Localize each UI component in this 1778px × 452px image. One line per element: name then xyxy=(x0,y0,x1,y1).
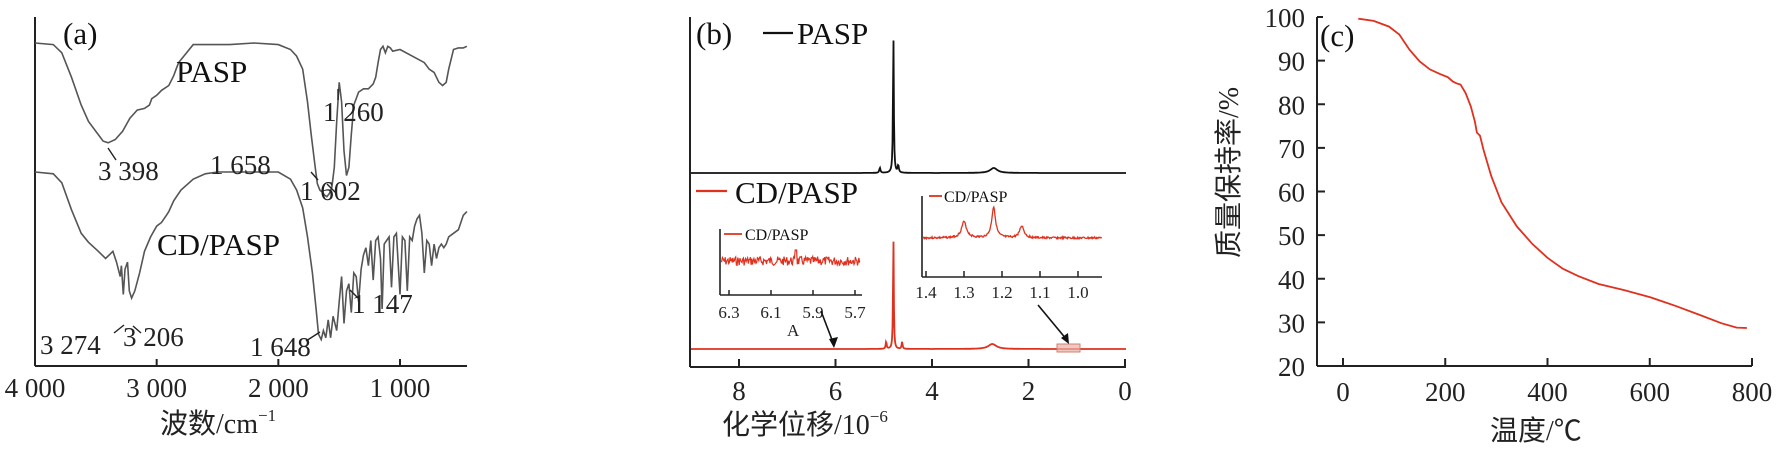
inset-1-x-tick-label: 5.7 xyxy=(844,303,866,322)
inset-1: 6.3 6.1 5.9 5.7 CD/PASP A xyxy=(718,227,866,348)
annotation-1260: 1 260 xyxy=(323,97,384,127)
panel-c-y-tick-label: 90 xyxy=(1278,47,1305,77)
panel-c-x-tick-label: 600 xyxy=(1630,377,1671,407)
inset-2-x-tick-label: 1.2 xyxy=(991,283,1012,302)
panel-a-x-axis-title: 波数/cm−1 xyxy=(160,406,276,440)
panel-c-x-axis-title: 温度/℃ xyxy=(1490,415,1582,447)
panel-a-x-tick-label: 1 000 xyxy=(370,373,431,403)
legend-label-cd-pasp: CD/PASP xyxy=(735,175,858,210)
panel-a-x-tick-label: 4 000 xyxy=(5,373,66,403)
annotation-1147: 1 147 xyxy=(352,289,413,319)
panel-c-y-tick-label: 80 xyxy=(1278,90,1305,120)
annotation-3274: 3 274 xyxy=(40,330,101,360)
panel-c-y-axis-title: 质量保持率/% xyxy=(1213,87,1245,258)
panel-c-x-tick-label: 800 xyxy=(1732,377,1773,407)
inset-2-arrow xyxy=(1037,304,1068,341)
panel-c-y-tick-label: 50 xyxy=(1278,221,1305,251)
panel-c-y-tick-label: 100 xyxy=(1265,3,1306,33)
annotation-1658: 1 658 xyxy=(210,150,271,180)
inset-2-x-tick-label: 1.0 xyxy=(1067,283,1088,302)
inset-1-x-tick-label: 5.9 xyxy=(802,303,823,322)
panel-a-x-tick-label: 2 000 xyxy=(248,373,309,403)
annotation-3398: 3 398 xyxy=(98,156,159,186)
legend-label-pasp: PASP xyxy=(797,16,868,51)
panel-a-series-label-pasp: PASP xyxy=(176,54,247,89)
inset-2-series xyxy=(922,205,1102,241)
inset-2-arrow-head xyxy=(1061,333,1069,344)
annotation-1648: 1 648 xyxy=(250,332,311,362)
inset-2-x-tick-label: 1.1 xyxy=(1029,283,1050,302)
panel-c-y-tick-label: 20 xyxy=(1278,352,1305,382)
panel-a-annotation-leaders xyxy=(107,89,359,342)
annotation-1602: 1 602 xyxy=(300,176,361,206)
panel-c-label: (c) xyxy=(1320,18,1354,53)
panel-c-y-tick-label: 60 xyxy=(1278,178,1305,208)
panel-c-y-tick-label: 30 xyxy=(1278,308,1305,338)
inset-2: 1.4 1.3 1.2 1.1 1.0 CD/PASP xyxy=(915,189,1102,353)
panel-a-series-cd-pasp xyxy=(34,171,468,342)
inset-1-marker-a: A xyxy=(787,321,800,340)
panel-c-x-tick-label: 200 xyxy=(1425,377,1466,407)
panel-c-x-tick-label: 0 xyxy=(1336,377,1350,407)
panel-c-tga: 0 200 400 600 800 20 30 40 50 60 70 80 90 100 (c) 温度/… xyxy=(1213,3,1772,447)
inset-2-highlight-box xyxy=(1056,343,1081,353)
inset-1-series xyxy=(720,249,861,268)
panel-b-label: (b) xyxy=(696,16,732,51)
inset-1-arrow-head xyxy=(829,337,838,348)
panel-a-ftir: 4 000 3 000 2 000 1 000 (a) PASP CD/PASP 3 … xyxy=(5,16,468,440)
panel-b-series-cd-pasp xyxy=(691,241,1126,350)
inset-1-x-tick-label: 6.3 xyxy=(718,303,739,322)
panel-a-x-tick-label: 3 000 xyxy=(126,373,187,403)
panel-a-series-pasp xyxy=(34,42,468,198)
panel-a-label: (a) xyxy=(63,16,97,51)
panel-b-nmr: 8 6 4 2 0 (b) PASP CD/PASP 6.3 6.1 5.9 5.7 CD/P… xyxy=(689,16,1132,441)
inset-2-x-tick-label: 1.4 xyxy=(915,283,937,302)
panel-b-x-tick-label: 2 xyxy=(1022,376,1036,406)
panel-b-x-tick-label: 4 xyxy=(925,376,939,406)
inset-1-x-tick-label: 6.1 xyxy=(760,303,781,322)
panel-b-x-axis-title: 化学位移/10−6 xyxy=(722,407,888,441)
inset-2-x-tick-label: 1.3 xyxy=(953,283,974,302)
panel-a-series-label-cd-pasp: CD/PASP xyxy=(157,227,280,262)
panel-b-x-tick-label: 8 xyxy=(732,376,746,406)
panel-b-x-tick-label: 6 xyxy=(829,376,843,406)
inset-2-legend-label: CD/PASP xyxy=(944,189,1008,206)
annotation-3206: 3 206 xyxy=(123,322,184,352)
panel-c-y-tick-label: 70 xyxy=(1278,134,1305,164)
inset-1-legend-label: CD/PASP xyxy=(745,227,809,244)
panel-b-x-tick-label: 0 xyxy=(1118,376,1132,406)
panel-c-series-tga xyxy=(1358,17,1747,329)
panel-c-x-tick-label: 400 xyxy=(1527,377,1568,407)
panel-b-series-pasp xyxy=(691,40,1126,174)
panel-c-y-tick-label: 40 xyxy=(1278,265,1305,295)
